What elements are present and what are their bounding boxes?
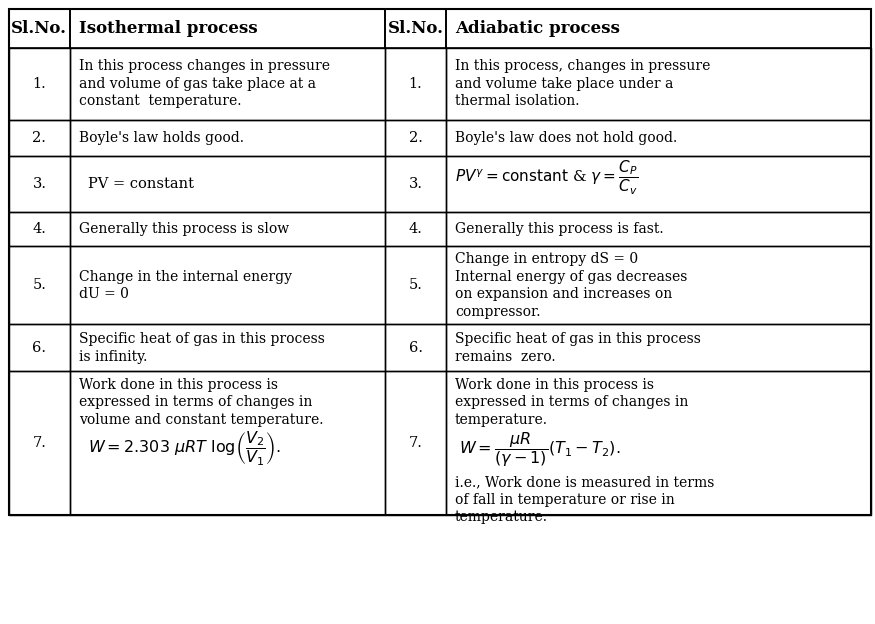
Bar [385, 9, 446, 48]
Bar [446, 9, 871, 48]
Text: of fall in temperature or rise in: of fall in temperature or rise in [455, 493, 675, 507]
Text: and volume take place under a: and volume take place under a [455, 77, 674, 91]
Text: Boyle's law does not hold good.: Boyle's law does not hold good. [455, 131, 677, 145]
Text: Change in entropy dS = 0: Change in entropy dS = 0 [455, 252, 638, 266]
Bar [446, 324, 871, 371]
Bar [70, 9, 385, 48]
Text: Work done in this process is: Work done in this process is [455, 378, 654, 392]
Text: $W = 2.303\ \mu RT\ \log\!\left(\dfrac{V_2}{V_1}\right).$: $W = 2.303\ \mu RT\ \log\!\left(\dfrac{V… [88, 429, 281, 468]
Text: Specific heat of gas in this process: Specific heat of gas in this process [79, 332, 325, 346]
Bar [9, 246, 70, 324]
Text: 2.: 2. [409, 131, 423, 145]
Text: is infinity.: is infinity. [79, 349, 147, 364]
Bar [385, 212, 446, 246]
Text: Specific heat of gas in this process: Specific heat of gas in this process [455, 332, 701, 346]
Bar [9, 324, 70, 371]
Bar [446, 156, 871, 212]
Bar [446, 212, 871, 246]
Text: Adiabatic process: Adiabatic process [455, 20, 620, 37]
Text: 5.: 5. [409, 278, 423, 293]
Text: 6.: 6. [32, 341, 46, 355]
Bar [385, 48, 446, 120]
Text: 1.: 1. [409, 77, 423, 91]
Text: expressed in terms of changes in: expressed in terms of changes in [455, 396, 689, 409]
Bar [9, 371, 70, 515]
Text: Sl.No.: Sl.No. [388, 20, 444, 37]
Bar [446, 371, 871, 515]
Bar [446, 48, 871, 120]
Bar [70, 246, 385, 324]
Text: Work done in this process is: Work done in this process is [79, 378, 277, 392]
Text: constant  temperature.: constant temperature. [79, 94, 242, 109]
Text: In this process changes in pressure: In this process changes in pressure [79, 59, 330, 74]
Bar [70, 48, 385, 120]
Text: and volume of gas take place at a: and volume of gas take place at a [79, 77, 316, 91]
Text: PV = constant: PV = constant [88, 177, 193, 191]
Text: $W = \dfrac{\mu R}{(\gamma - 1)}(T_1 - T_2).$: $W = \dfrac{\mu R}{(\gamma - 1)}(T_1 - T… [459, 431, 620, 469]
Text: Generally this process is slow: Generally this process is slow [79, 222, 289, 236]
Text: 3.: 3. [32, 177, 46, 191]
Text: 3.: 3. [409, 177, 423, 191]
Text: In this process, changes in pressure: In this process, changes in pressure [455, 59, 710, 74]
Bar [70, 371, 385, 515]
Text: Boyle's law holds good.: Boyle's law holds good. [79, 131, 244, 145]
Text: compressor.: compressor. [455, 305, 541, 319]
Text: Internal energy of gas decreases: Internal energy of gas decreases [455, 270, 688, 284]
Text: Generally this process is fast.: Generally this process is fast. [455, 222, 663, 236]
Text: 1.: 1. [32, 77, 46, 91]
Text: Isothermal process: Isothermal process [79, 20, 257, 37]
Text: on expansion and increases on: on expansion and increases on [455, 287, 672, 301]
Text: volume and constant temperature.: volume and constant temperature. [79, 413, 323, 427]
Bar [9, 9, 871, 515]
Text: 4.: 4. [409, 222, 423, 236]
Text: i.e., Work done is measured in terms: i.e., Work done is measured in terms [455, 475, 714, 489]
Bar [385, 246, 446, 324]
Text: Change in the internal energy: Change in the internal energy [79, 270, 291, 284]
Bar [385, 156, 446, 212]
Bar [70, 212, 385, 246]
Text: temperature.: temperature. [455, 413, 548, 427]
Text: temperature.: temperature. [455, 510, 548, 524]
Text: dU = 0: dU = 0 [79, 287, 129, 301]
Text: thermal isolation.: thermal isolation. [455, 94, 579, 109]
Bar [446, 246, 871, 324]
Bar [70, 324, 385, 371]
Text: 2.: 2. [32, 131, 46, 145]
Text: remains  zero.: remains zero. [455, 349, 556, 364]
Text: expressed in terms of changes in: expressed in terms of changes in [79, 396, 312, 409]
Text: $PV^{\gamma} = \mathrm{constant}$ & $\gamma = \dfrac{C_P}{C_v}$: $PV^{\gamma} = \mathrm{constant}$ & $\ga… [455, 158, 638, 197]
Bar [9, 212, 70, 246]
Bar [70, 120, 385, 156]
Bar [446, 120, 871, 156]
Text: 7.: 7. [409, 436, 423, 450]
Bar [9, 120, 70, 156]
Text: 4.: 4. [32, 222, 46, 236]
Bar [385, 324, 446, 371]
Bar [9, 48, 70, 120]
Bar [9, 156, 70, 212]
Bar [70, 156, 385, 212]
Bar [9, 9, 70, 48]
Bar [385, 120, 446, 156]
Text: 6.: 6. [409, 341, 423, 355]
Bar [385, 371, 446, 515]
Text: Sl.No.: Sl.No. [11, 20, 67, 37]
Text: 7.: 7. [32, 436, 46, 450]
Text: 5.: 5. [32, 278, 46, 293]
